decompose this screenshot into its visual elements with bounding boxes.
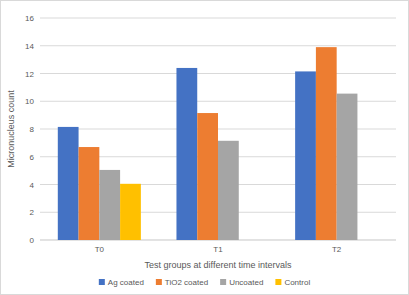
y-axis-title: Micronucleus count: [6, 90, 16, 168]
y-tick-label: 16: [25, 14, 34, 23]
grid-line: [40, 45, 396, 46]
legend-label: Uncoated: [229, 278, 263, 287]
legend-label: Control: [284, 278, 310, 287]
bar: [58, 127, 79, 240]
y-tick-label: 0: [30, 236, 35, 245]
legend-swatch: [156, 279, 162, 285]
bar: [79, 147, 100, 240]
bar: [295, 71, 316, 240]
y-tick-label: 4: [30, 181, 35, 190]
grid-line: [40, 73, 396, 74]
y-tick-label: 6: [30, 153, 35, 162]
bar: [120, 184, 141, 240]
legend-label: Ag coated: [108, 278, 144, 287]
legend-swatch: [220, 279, 226, 285]
y-tick-label: 2: [30, 208, 35, 217]
legend-swatch: [275, 279, 281, 285]
bars-group: [58, 47, 358, 240]
x-tick-label: T1: [213, 245, 223, 254]
y-tick-label: 14: [25, 42, 34, 51]
legend: Ag coated TiO2 coated Uncoated Control: [99, 278, 311, 287]
bar: [99, 170, 120, 240]
y-tick-label: 10: [25, 97, 34, 106]
bar: [176, 68, 197, 240]
bar: [197, 113, 218, 240]
bar: [218, 141, 239, 240]
x-tick-label: T0: [95, 245, 105, 254]
grid-line: [40, 18, 396, 19]
bar: [316, 47, 337, 240]
legend-swatch: [99, 279, 105, 285]
y-tick-label: 8: [30, 125, 35, 134]
chart-border: [1, 1, 409, 295]
chart-svg: 0 2 4 6 8 10 12 14 16 T0 T1 T2 Test groups at differ…: [0, 0, 409, 295]
bar: [337, 94, 358, 240]
x-axis-title: Test groups at different time intervals: [145, 260, 292, 270]
legend-label: TiO2 coated: [165, 278, 208, 287]
y-tick-label: 12: [25, 70, 34, 79]
chart-container: 0 2 4 6 8 10 12 14 16 T0 T1 T2 Test groups at differ…: [0, 0, 409, 295]
x-tick-label: T2: [332, 245, 342, 254]
